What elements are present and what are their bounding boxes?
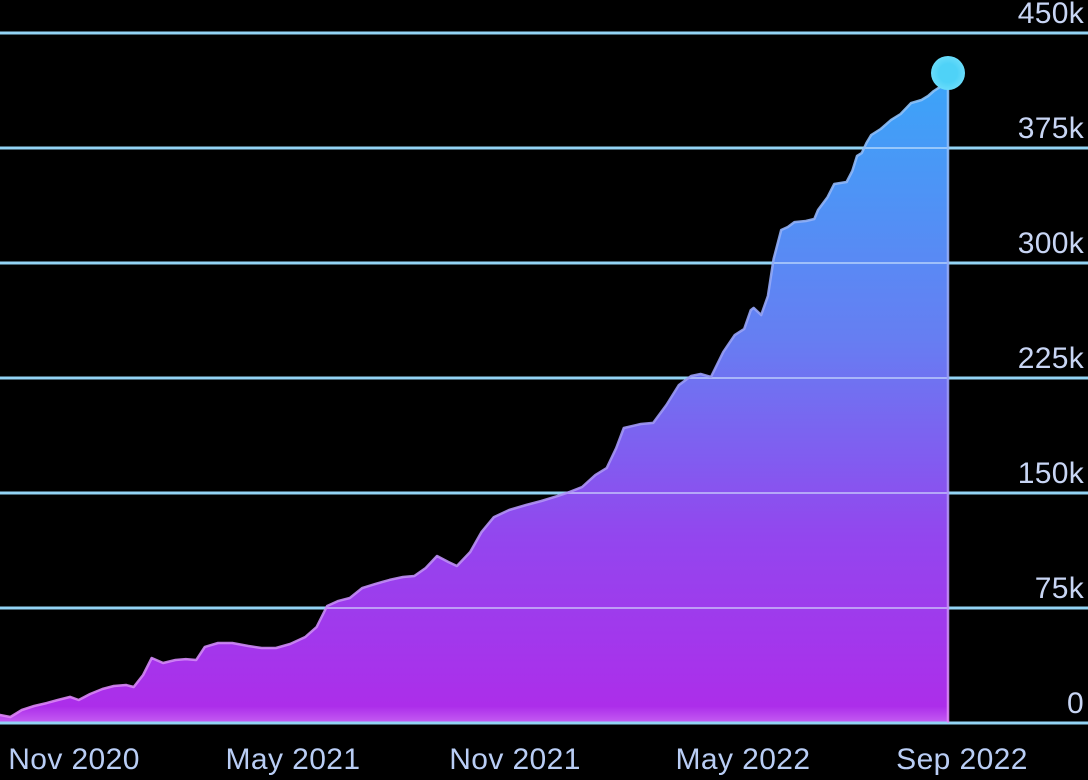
area-line	[0, 77, 950, 723]
x-axis-label: May 2022	[675, 743, 811, 776]
x-axis-label: Nov 2020	[8, 743, 140, 776]
y-axis-label: 375k	[1017, 112, 1084, 145]
y-axis-label: 225k	[1017, 342, 1084, 375]
y-axis-label: 0	[1067, 687, 1084, 720]
y-axis-label: 300k	[1017, 227, 1084, 260]
area-fill	[0, 79, 948, 722]
y-axis-label: 450k	[1017, 0, 1084, 30]
y-axis-label: 150k	[1017, 457, 1084, 490]
endpoint-marker-dot	[931, 56, 965, 90]
x-axis-label: May 2021	[225, 743, 361, 776]
x-axis-label: Nov 2021	[449, 743, 581, 776]
y-axis-label: 75k	[1034, 572, 1084, 605]
x-axis-label: Sep 2022	[896, 743, 1028, 776]
